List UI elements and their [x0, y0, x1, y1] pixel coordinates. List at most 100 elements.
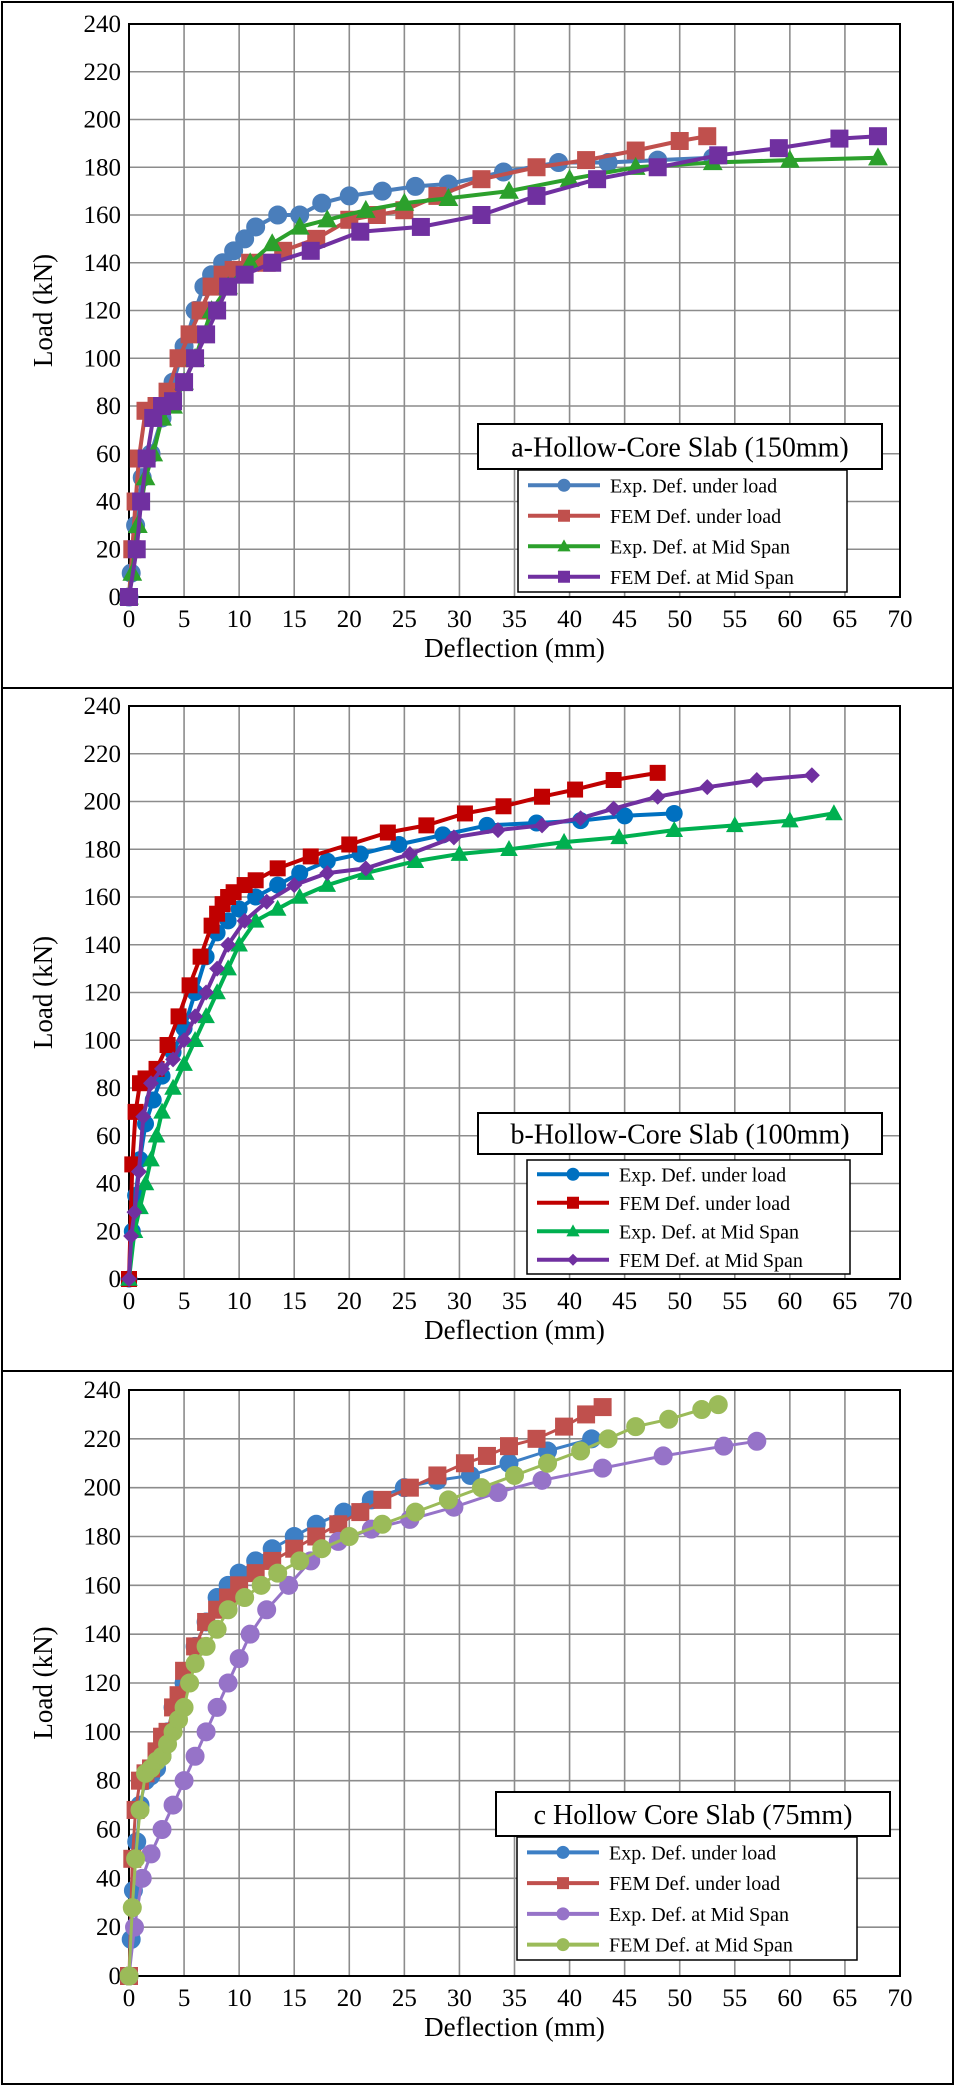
y-tick-label: 140 [84, 932, 122, 959]
data-point [181, 977, 198, 994]
legend-label: FEM Def. at Mid Span [619, 1250, 803, 1272]
data-point [665, 820, 684, 837]
y-tick-label: 200 [84, 1475, 122, 1502]
y-tick-label: 0 [109, 1963, 122, 1990]
legend-label: FEM Def. under load [609, 1873, 780, 1895]
x-tick-label: 45 [612, 1985, 637, 2012]
data-point [219, 277, 238, 296]
data-point [670, 131, 689, 150]
data-point [170, 1008, 187, 1025]
x-tick-label: 70 [888, 1288, 913, 1315]
data-point [196, 1636, 216, 1656]
data-point [571, 1441, 591, 1461]
x-tick-label: 0 [123, 1288, 136, 1315]
legend-label: FEM Def. under load [610, 506, 781, 528]
data-point [605, 800, 622, 817]
data-point [180, 1673, 200, 1693]
data-point [472, 170, 491, 189]
data-point [411, 217, 430, 236]
data-point [312, 1539, 332, 1559]
legend-label: Exp. Def. under load [619, 1164, 786, 1186]
data-point [405, 176, 425, 196]
chart-annotation: b-Hollow-Core Slab (100mm) [510, 1120, 849, 1151]
data-point [251, 1575, 271, 1595]
data-point [593, 1458, 613, 1478]
x-tick-label: 70 [888, 1985, 913, 2012]
data-point [489, 822, 506, 839]
x-tick-label: 10 [227, 1985, 252, 2012]
legend-label: FEM Def. at Mid Span [610, 567, 794, 589]
data-point [301, 241, 320, 260]
data-point [130, 1800, 150, 1820]
annotation-box [495, 1791, 891, 1837]
data-point [572, 810, 589, 827]
data-point [246, 217, 266, 237]
data-point [286, 877, 303, 894]
legend-swatch-marker [557, 539, 571, 552]
y-tick-label: 140 [84, 250, 122, 277]
data-point [319, 865, 336, 882]
data-point [159, 1037, 176, 1054]
legend-label: Exp. Def. under load [609, 1842, 776, 1864]
data-point [196, 1722, 216, 1742]
legend-box [516, 1836, 858, 1961]
y-tick-label: 120 [84, 298, 122, 325]
data-point [714, 1436, 734, 1456]
x-tick-label: 20 [337, 606, 362, 633]
x-tick-label: 60 [777, 1288, 802, 1315]
data-point [659, 1409, 679, 1429]
y-tick-label: 160 [84, 884, 122, 911]
data-point [302, 848, 319, 865]
y-tick-label: 20 [96, 536, 121, 563]
data-point [534, 788, 551, 805]
y-tick-label: 80 [96, 1075, 121, 1102]
data-point [649, 764, 666, 781]
y-tick-label: 120 [84, 1670, 122, 1697]
x-tick-label: 45 [612, 1288, 637, 1315]
x-tick-label: 60 [777, 606, 802, 633]
x-tick-label: 60 [777, 1985, 802, 2012]
data-point [779, 149, 800, 168]
data-point [400, 1478, 419, 1497]
data-point [122, 1898, 142, 1918]
data-point [708, 1395, 728, 1415]
x-tick-label: 10 [227, 606, 252, 633]
legend-box [526, 1159, 851, 1275]
data-point [290, 887, 309, 904]
data-point [649, 788, 666, 805]
data-point [207, 1619, 227, 1639]
data-point [235, 229, 255, 249]
x-tick-label: 15 [282, 1288, 307, 1315]
chart-annotation: c Hollow Core Slab (75mm) [534, 1800, 853, 1831]
data-point [197, 1007, 215, 1024]
legend-swatch-marker [558, 570, 570, 583]
data-point [428, 1466, 447, 1485]
data-point [143, 1075, 160, 1092]
data-point [120, 588, 138, 606]
data-point [418, 817, 435, 834]
data-point [208, 301, 227, 320]
data-point [555, 1417, 574, 1436]
y-tick-label: 120 [84, 980, 122, 1007]
y-tick-label: 60 [96, 1123, 121, 1150]
data-point [207, 1697, 227, 1717]
chart-panel-1: 0 5 10 15 20 25 30 35 40 45 50 55 60 65 70 0 20 40 60 80 100… [1, 1, 954, 691]
data-point [175, 1054, 193, 1071]
annotation-box [477, 423, 883, 470]
data-point [192, 948, 209, 965]
data-point [163, 1795, 183, 1815]
legend-item: Exp. Def. under load [528, 475, 777, 497]
data-point [747, 1431, 767, 1451]
data-point [268, 205, 288, 225]
legend-item: FEM Def. under load [527, 1873, 780, 1895]
data-point [147, 1126, 166, 1143]
data-point [372, 1514, 392, 1534]
data-point [394, 192, 415, 211]
data-point [318, 875, 337, 892]
y-tick-label: 220 [84, 1426, 122, 1453]
data-point [152, 1820, 172, 1839]
data-point [269, 860, 286, 877]
data-point [626, 141, 645, 160]
chart-panel-2: 0 5 10 15 20 25 30 35 40 45 50 55 60 65 70 0 20 40 60 80 100… [1, 687, 954, 1372]
data-point [137, 449, 156, 468]
